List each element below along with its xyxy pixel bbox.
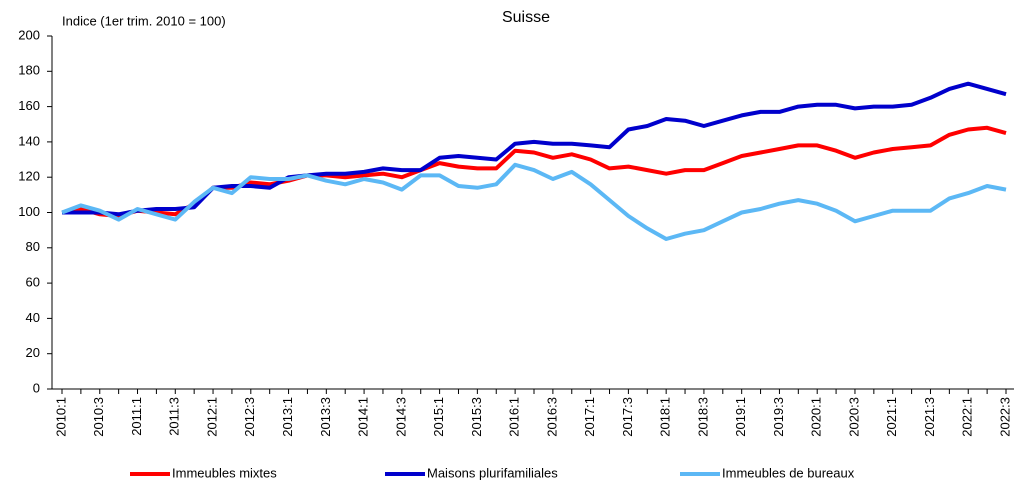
- x-tick-label: 2012:1: [204, 397, 219, 437]
- legend-label: Immeubles de bureaux: [722, 465, 855, 480]
- x-tick-label: 2017:1: [582, 397, 597, 437]
- x-tick-label: 2019:3: [771, 397, 786, 437]
- series-line: [61, 162, 1007, 241]
- legend-label: Immeubles mixtes: [172, 465, 277, 480]
- x-tick-label: 2013:1: [280, 397, 295, 437]
- y-tick-label: 180: [18, 63, 40, 78]
- legend-label: Maisons plurifamiliales: [427, 465, 558, 480]
- x-tick-label: 2015:1: [431, 397, 446, 437]
- series-line: [62, 81, 1007, 217]
- x-tick-label: 2014:1: [356, 397, 371, 437]
- y-tick-label: 60: [26, 275, 40, 290]
- x-tick-label: 2018:1: [658, 397, 673, 437]
- x-tick-label: 2014:3: [393, 397, 408, 437]
- x-tick-label: 2015:3: [469, 397, 484, 437]
- x-tick-label: 2020:1: [809, 397, 824, 437]
- x-tick-label: 2011:1: [129, 397, 144, 436]
- x-tick-label: 2020:3: [846, 397, 861, 437]
- y-tick-label: 40: [26, 310, 40, 325]
- y-tick-label: 0: [33, 380, 40, 395]
- x-tick-label: 2021:1: [884, 397, 899, 437]
- x-tick-label: 2018:3: [695, 397, 710, 437]
- chart-title: Suisse: [502, 9, 550, 26]
- y-axis-label: Indice (1er trim. 2010 = 100): [62, 13, 226, 28]
- x-tick-label: 2010:1: [53, 397, 68, 437]
- x-tick-label: 2022:3: [997, 397, 1012, 437]
- x-tick-label: 2017:3: [620, 397, 635, 437]
- x-tick-label: 2012:3: [242, 397, 257, 437]
- x-tick-label: 2021:3: [922, 397, 937, 437]
- x-tick-label: 2019:1: [733, 397, 748, 437]
- x-tick-label: 2016:1: [507, 397, 522, 437]
- y-tick-label: 140: [18, 133, 40, 148]
- x-tick-label: 2022:1: [960, 397, 975, 437]
- x-tick-label: 2016:3: [544, 397, 559, 437]
- y-tick-label: 160: [18, 98, 40, 113]
- y-tick-label: 100: [18, 204, 40, 219]
- x-tick-label: 2013:3: [318, 397, 333, 437]
- x-tick-label: 2010:3: [91, 397, 106, 437]
- x-tick-label: 2011:3: [167, 397, 182, 436]
- y-tick-label: 20: [26, 345, 40, 360]
- y-tick-label: 200: [18, 27, 40, 42]
- y-tick-label: 120: [18, 169, 40, 184]
- y-tick-label: 80: [26, 239, 40, 254]
